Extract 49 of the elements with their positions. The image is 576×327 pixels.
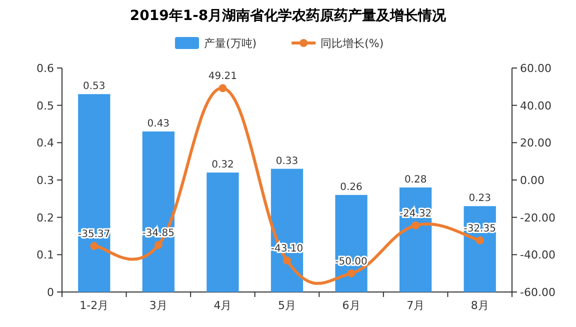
legend-label: 同比增长(%) (320, 37, 384, 50)
bar (335, 194, 368, 292)
y-tick-label: 0.6 (36, 62, 54, 75)
y2-tick-label: -60.00 (520, 286, 556, 299)
point (347, 269, 356, 278)
point (476, 236, 484, 244)
y-tick-label: 0.4 (36, 136, 54, 150)
x-tick-label: 4月 (214, 299, 232, 312)
data-label: -32.35 (464, 223, 496, 234)
bar (142, 131, 174, 292)
y-tick-label: 0.2 (36, 211, 54, 224)
data-label: -24.32 (399, 208, 432, 220)
y-tick-label: 0 (47, 286, 54, 299)
y2-tick-label: 40.00 (520, 99, 552, 112)
legend-label: 产量(万吨) (204, 37, 257, 50)
bar (270, 168, 304, 292)
y2-tick-label: -40.00 (520, 248, 556, 262)
x-tick-label: 5月 (278, 299, 296, 312)
data-label: -35.37 (78, 229, 110, 240)
chart-title: 2019年1-8月湖南省化学农药原药产量及增长情况 (130, 7, 448, 24)
x-tick-label: 8月 (470, 299, 489, 312)
x-tick-label: 1-2月 (80, 299, 109, 312)
data-label: 0.23 (468, 193, 491, 204)
point (218, 84, 227, 92)
data-label: -50.00 (335, 256, 368, 268)
x-tick-label: 3月 (149, 299, 168, 312)
data-label: 49.21 (208, 71, 238, 82)
y2-tick-label: -20.00 (520, 211, 556, 224)
data-label: 0.32 (212, 160, 234, 171)
bar (206, 172, 239, 292)
bar (78, 94, 110, 292)
x-tick-label: 7月 (406, 299, 425, 312)
y-tick-label: 0.5 (36, 99, 54, 112)
point (283, 256, 291, 264)
data-label: 0.43 (147, 118, 170, 130)
point (154, 241, 162, 250)
data-label: 0.26 (340, 182, 362, 193)
y-tick-label: 0.3 (36, 174, 54, 187)
point (412, 221, 420, 230)
x-tick-label: 6月 (342, 299, 360, 312)
y2-tick-label: 0.00 (520, 174, 544, 187)
y2-tick-label: 20.00 (520, 136, 552, 150)
point (90, 242, 98, 250)
bar (400, 187, 432, 292)
data-label: 0.53 (83, 81, 106, 92)
y2-tick-label: 60.00 (520, 62, 552, 75)
data-label: 0.33 (276, 156, 298, 167)
y-tick-label: 0.1 (36, 248, 54, 262)
data-label: 0.28 (404, 174, 427, 186)
